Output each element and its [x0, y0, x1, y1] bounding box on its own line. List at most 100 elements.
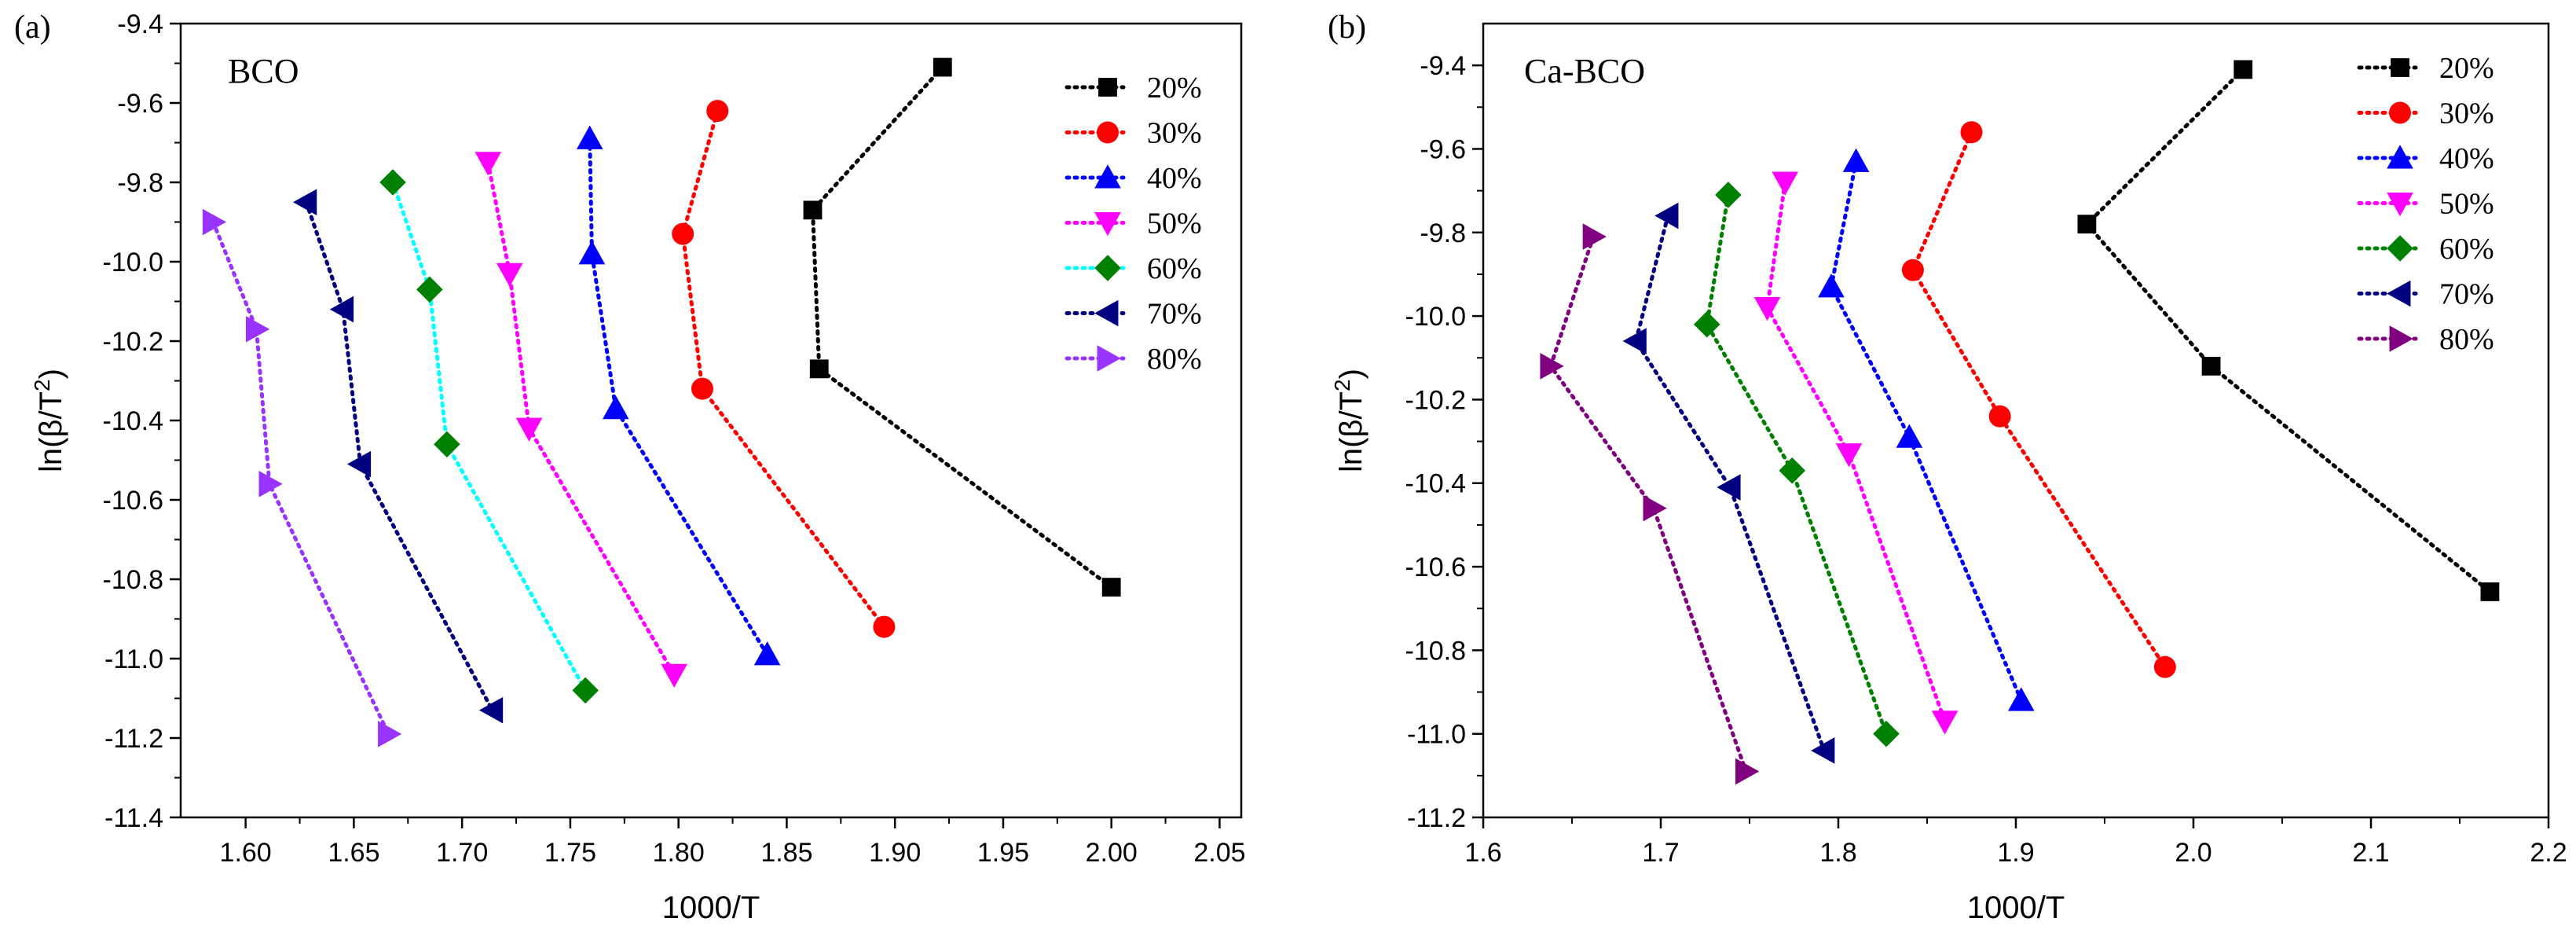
panel-b-series-line	[1633, 214, 1827, 753]
panel-a-data-point	[292, 189, 317, 216]
panel-a-y-tick-label: -10.2	[103, 327, 164, 357]
panel-a-legend-entry: 50%	[1064, 207, 1202, 241]
panel-b-legend-label: 40%	[2439, 142, 2494, 175]
panel-a-y-tick-label: -11.4	[104, 803, 163, 833]
panel-a-series-line	[211, 220, 390, 736]
panel-a-data-point	[803, 200, 823, 220]
panel-b-data-point	[1715, 182, 1742, 208]
panel-a-data-point	[602, 395, 629, 420]
panel-b-series-40pct	[1818, 148, 2035, 711]
panel-a-x-tick-label: 2.05	[1193, 838, 1245, 868]
panel-a-data-point	[202, 208, 227, 236]
panel-a-x-tick-label: 1.95	[977, 838, 1029, 868]
panel-a-legend-label: 20%	[1147, 72, 1202, 105]
panel-b-x-tick-label: 1.7	[1642, 838, 1679, 868]
panel-b-x-axis-label: 1000/T	[1967, 890, 2065, 925]
panel-a-legend-label: 70%	[1147, 298, 1202, 331]
panel-b-data-point	[1622, 328, 1647, 354]
panel-a-x-tick-label: 1.80	[653, 838, 705, 868]
panel-b-data-point	[2153, 655, 2176, 678]
panel-b-data-point	[1643, 494, 1667, 522]
panel-a-legend-marker	[1097, 121, 1119, 144]
panel-b-data-point	[1654, 202, 1679, 229]
panel-a-data-point	[661, 663, 687, 688]
panel-a-legend-label: 30%	[1147, 117, 1202, 150]
panel-b-legend-entry: 60%	[2357, 233, 2494, 266]
panel-a-data-point	[809, 359, 829, 379]
panel-a-y-tick-label: -10.4	[103, 406, 164, 436]
panel-b-legend-label: 20%	[2439, 52, 2494, 85]
panel-b-x-tick-label: 2.1	[2352, 838, 2389, 868]
panel-b-data-point	[2007, 687, 2035, 711]
panel-a-data-point	[329, 296, 354, 323]
panel-a-y-axis-label: ln(β/T2)	[30, 369, 69, 472]
panel-b-y-tick-label: -9.4	[1420, 51, 1466, 81]
panel-a-legend-label: 50%	[1147, 207, 1202, 241]
panel-a-data-point	[515, 417, 543, 442]
panel-a-label: (a)	[14, 9, 51, 46]
panel-a-series-line	[680, 108, 886, 630]
panel-b-title: Ca-BCO	[1524, 52, 1645, 90]
panel-b-series-60pct	[1693, 182, 1900, 747]
panel-a-y-tick-label: -10.0	[103, 248, 164, 277]
panel-b-legend-entry: 30%	[2357, 97, 2494, 130]
panel-b-legend-entry: 40%	[2357, 142, 2494, 175]
panel-a-x-tick-label: 1.60	[220, 838, 272, 868]
panel-a-y-tick-label: -9.6	[117, 89, 163, 119]
panel-b-series-line	[1765, 180, 1948, 724]
panel-a-legend-marker	[1094, 164, 1121, 189]
panel-a-x-tick-label: 1.85	[760, 838, 812, 868]
panel-b-data-point	[1960, 121, 1983, 144]
panel-b-legend-marker	[2387, 235, 2413, 262]
panel-b-legend-label: 80%	[2439, 323, 2494, 356]
panel-a-legend-entry: 30%	[1064, 117, 1202, 150]
panel-a-x-tick-label: 1.90	[869, 838, 921, 868]
panel-a-plot-frame	[179, 22, 1243, 819]
panel-b-data-point	[1901, 259, 1924, 281]
panel-b-series-80pct	[1540, 223, 1760, 785]
panel-b-y-tick-label: -11.2	[1407, 803, 1466, 833]
panel-b-data-point	[1896, 424, 1923, 448]
panel-a-legend-entry: 70%	[1064, 298, 1202, 331]
panel-a-legend-marker	[1097, 345, 1121, 372]
panel-b-y-axis-label: ln(β/T2)	[1330, 369, 1369, 472]
panel-b-data-point	[1717, 474, 1741, 501]
panel-b-data-point	[1693, 310, 1720, 338]
panel-b-series-30pct	[1901, 121, 2176, 678]
panel-b-series-line	[1911, 130, 2167, 670]
panel-a-data-point	[245, 316, 270, 343]
panel-a-series-80pct	[202, 208, 402, 747]
panel-b-y-tick-label: -10.0	[1405, 302, 1467, 332]
panel-a-legend-label: 80%	[1147, 343, 1202, 376]
panel-a-legend-label: 40%	[1147, 162, 1202, 195]
panel-a-series-60pct	[379, 169, 599, 704]
panel-b-legend-marker	[2387, 280, 2411, 307]
panel-a-legend-label: 60%	[1147, 252, 1202, 285]
panel-a-data-point	[1101, 578, 1121, 597]
panel-a-legend-marker	[1094, 255, 1121, 281]
panel-a-legend-marker	[1094, 299, 1119, 327]
panel-a-data-point	[258, 471, 283, 498]
panel-a-data-point	[933, 57, 952, 77]
panel-a-data-point	[572, 677, 599, 704]
panel-b-y-tick-label: -9.8	[1420, 218, 1466, 248]
panel-a-series-line	[486, 160, 676, 677]
panel-b-series-20pct	[2077, 60, 2500, 601]
panel-b-data-point	[2077, 215, 2097, 234]
panel-b-chart: 1.6 1.7 1.8 1.9 2.0 2.1 2.2 -9.4 -9.6 -9.8 -10.0 -1…	[1328, 9, 2567, 925]
panel-b-data-point	[1873, 720, 1900, 747]
panel-b-data-point	[2233, 60, 2253, 79]
panel-a-data-point	[753, 641, 781, 666]
panel-a-data-point	[691, 377, 713, 400]
panel-b-data-point	[1931, 711, 1959, 735]
panel-b-legend-entry: 50%	[2357, 188, 2494, 221]
panel-a-data-point	[873, 615, 896, 638]
panel-b-data-point	[1842, 148, 1870, 172]
panel-b-legend-marker	[2387, 145, 2413, 169]
panel-b-legend-marker	[2389, 101, 2411, 124]
panel-a-series-20pct	[803, 57, 1121, 597]
panel-a-data-point	[672, 222, 694, 245]
panel-a-series-line	[810, 65, 1114, 589]
panel-b-series-50pct	[1753, 171, 1959, 735]
panel-b-data-point	[1988, 405, 2011, 428]
